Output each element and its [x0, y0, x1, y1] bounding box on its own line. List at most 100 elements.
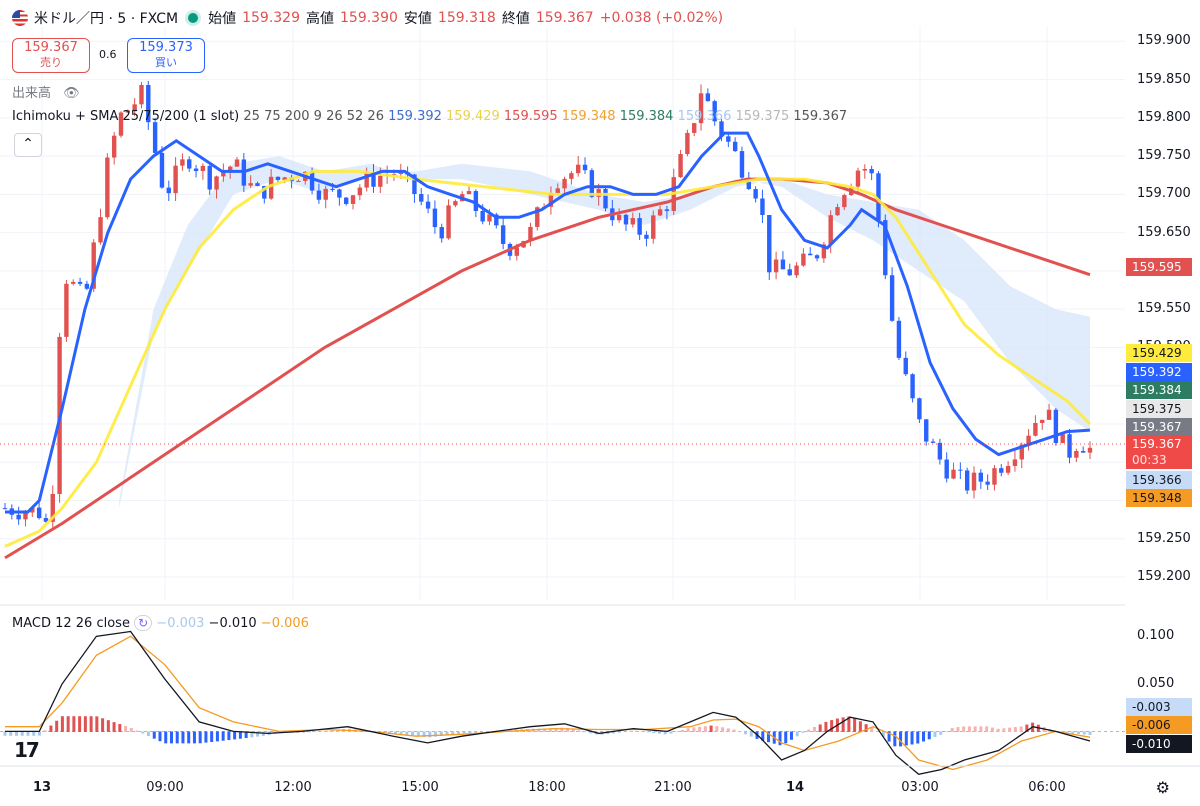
macd-histogram-bar — [393, 731, 397, 735]
macd-histogram-value: −0.003 — [156, 616, 205, 631]
macd-histogram-bar — [778, 731, 782, 746]
macd-histogram-bar — [1013, 727, 1017, 732]
macd-histogram-bar — [256, 731, 260, 737]
macd-histogram-bar — [72, 716, 76, 732]
macd-histogram-bar — [141, 731, 145, 734]
candle-body — [1060, 434, 1065, 443]
candle-body — [576, 164, 581, 174]
macd-histogram-bar — [1088, 731, 1092, 735]
candle-body — [316, 190, 322, 200]
candle-body — [466, 191, 472, 195]
candle-body — [828, 215, 833, 245]
macd-histogram-bar — [468, 731, 472, 733]
candle-body — [494, 214, 499, 226]
macd-histogram-bar — [1025, 724, 1029, 732]
candle-body — [657, 209, 663, 216]
candle-body — [753, 189, 758, 199]
macd-histogram-bar — [118, 724, 122, 732]
macd-histogram-bar — [238, 731, 242, 739]
macd-histogram-bar — [399, 731, 403, 735]
macd-histogram-bar — [1077, 731, 1081, 734]
macd-histogram-bar — [801, 731, 805, 733]
indicator-value: 159.367 — [789, 109, 848, 124]
time-tick-label: 14 — [785, 780, 805, 795]
price-tick-label: 159.800 — [1137, 109, 1191, 125]
header: 米ドル／円 · 5 · FXCM 始値 159.329 高値 159.390 安値 1… — [12, 8, 723, 28]
macd-histogram-bar — [709, 725, 713, 732]
candle-body — [500, 225, 506, 244]
sell-button[interactable]: 159.367 売り — [12, 38, 90, 73]
candle-body — [36, 507, 42, 519]
candle-body — [664, 209, 670, 211]
candle-body — [98, 217, 103, 243]
macd-histogram-bar — [124, 725, 128, 732]
indicator-value: 159.429 — [441, 109, 500, 124]
price-tag: 159.384 — [1126, 381, 1192, 399]
indicator-value: 159.366 — [673, 109, 732, 124]
macd-histogram-bar — [181, 731, 185, 744]
candle-body — [760, 198, 765, 216]
macd-histogram-bar — [973, 726, 977, 732]
candle-body — [862, 169, 868, 171]
candle-body — [71, 281, 76, 284]
macd-histogram-bar — [169, 731, 173, 744]
candle-body — [808, 253, 813, 256]
macd-histogram-bar — [43, 730, 47, 732]
candle-body — [282, 177, 287, 180]
macd-tag: -0.003 — [1126, 698, 1192, 716]
macd-histogram-bar — [807, 729, 811, 732]
tradingview-logo[interactable]: 17 — [14, 738, 40, 762]
macd-histogram-bar — [640, 731, 644, 732]
candle-body — [371, 172, 376, 187]
candle-body — [876, 173, 881, 221]
cloud-area — [119, 156, 1090, 509]
candle-body — [105, 157, 110, 218]
indicator-value: 159.348 — [557, 109, 616, 124]
candle-body — [767, 215, 772, 273]
candle-body — [1012, 459, 1018, 466]
macd-histogram-bar — [922, 731, 926, 742]
eye-slash-icon[interactable]: 👁︎ — [63, 86, 80, 101]
volume-indicator[interactable]: 出来高 👁︎ — [12, 82, 80, 101]
candle-body — [125, 110, 131, 113]
macd-histogram-bar — [210, 731, 214, 742]
macd-histogram-bar — [147, 731, 151, 737]
macd-histogram-bar — [457, 731, 461, 734]
price-tag: 159.392 — [1126, 363, 1192, 381]
price-tick-label: 159.700 — [1137, 186, 1191, 202]
candle-body — [1074, 451, 1079, 458]
macd-legend[interactable]: MACD 12 26 close ↻ −0.003 −0.010 −0.006 — [12, 615, 309, 631]
macd-settings-icon[interactable]: ↻ — [134, 615, 153, 631]
candle-body — [1026, 435, 1031, 445]
settings-gear-icon[interactable]: ⚙ — [1155, 778, 1170, 797]
macd-name: MACD — [12, 616, 51, 631]
macd-histogram-bar — [32, 731, 36, 736]
price-tag: 159.366 — [1126, 471, 1192, 489]
candle-body — [964, 470, 970, 491]
candle-body — [146, 85, 151, 123]
candle-body — [644, 234, 649, 239]
macd-histogram-bar — [824, 721, 828, 732]
macd-histogram-bar — [749, 731, 753, 737]
symbol-title[interactable]: 米ドル／円 · 5 · FXCM — [34, 11, 179, 27]
macd-histogram-bar — [9, 731, 13, 736]
macd-histogram-bar — [864, 724, 868, 732]
macd-histogram-bar — [698, 726, 702, 732]
macd-histogram-bar — [910, 731, 914, 745]
macd-histogram-bar — [1071, 731, 1075, 734]
macd-histogram-bar — [83, 716, 87, 732]
collapse-legend-button[interactable]: ⌃ — [14, 133, 42, 157]
macd-histogram-bar — [485, 731, 489, 732]
candle-body — [446, 205, 451, 239]
macd-histogram-bar — [445, 731, 449, 736]
candle-body — [692, 123, 697, 133]
buy-button[interactable]: 159.373 買い — [127, 38, 205, 73]
candle-body — [200, 165, 206, 172]
grid-lines — [0, 26, 1125, 600]
macd-histogram-bar — [49, 725, 53, 732]
macd-histogram-bar — [686, 728, 690, 732]
macd-histogram-bar — [175, 731, 179, 744]
indicator-legend[interactable]: Ichimoku + SMA 25/75/200 (1 slot) 25 75 … — [12, 109, 847, 124]
macd-histogram-bar — [761, 731, 765, 741]
